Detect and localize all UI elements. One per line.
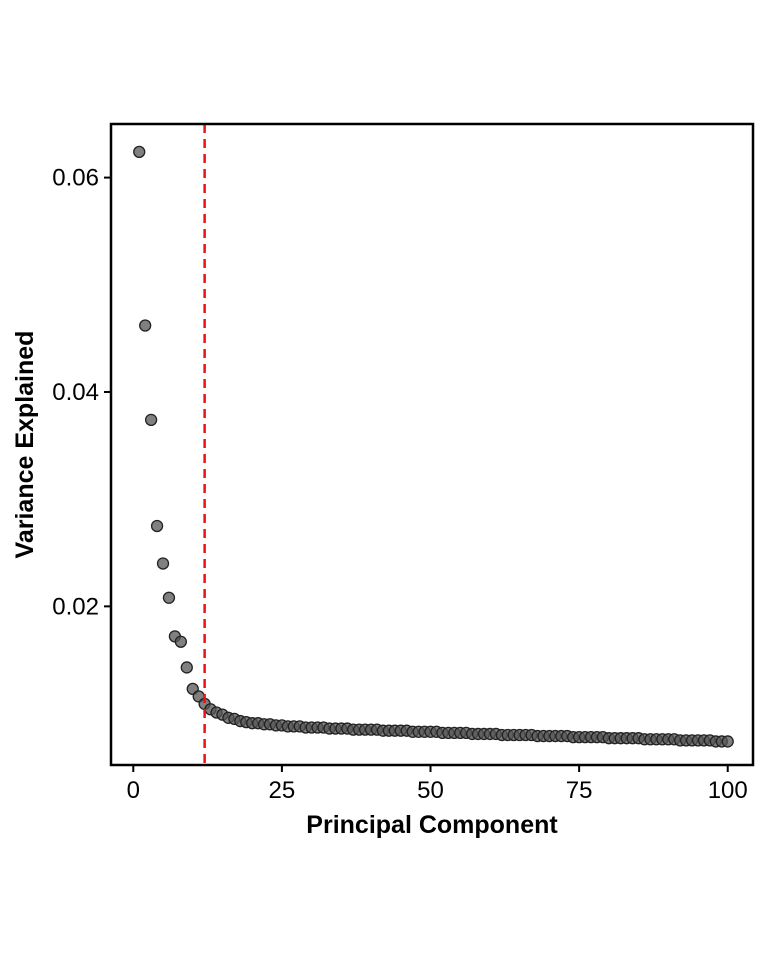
- data-point: [721, 735, 734, 748]
- plot-panel: [109, 122, 755, 767]
- data-points: [133, 145, 734, 748]
- x-tick-label: 0: [127, 777, 140, 804]
- y-axis-ticks: 0.02 0.04 0.06: [52, 165, 111, 620]
- data-point: [156, 557, 170, 570]
- data-point: [133, 145, 146, 159]
- y-tick-label: 0.06: [52, 165, 99, 192]
- data-point: [150, 519, 164, 533]
- x-tick-label: 25: [269, 777, 296, 804]
- x-tick-label: 50: [417, 777, 444, 804]
- data-point: [162, 591, 176, 604]
- data-point: [174, 635, 187, 648]
- x-axis-ticks: 0 25 50 75 100: [127, 765, 748, 804]
- y-tick-label: 0.04: [52, 379, 99, 406]
- x-tick-label: 100: [708, 777, 748, 804]
- x-axis-title: Principal Component: [306, 811, 558, 839]
- data-point: [144, 413, 158, 426]
- data-point: [139, 319, 152, 332]
- y-tick-label: 0.02: [52, 593, 99, 620]
- y-axis-title: Variance Explained: [11, 331, 39, 559]
- x-tick-label: 75: [566, 777, 593, 804]
- data-point: [180, 661, 193, 674]
